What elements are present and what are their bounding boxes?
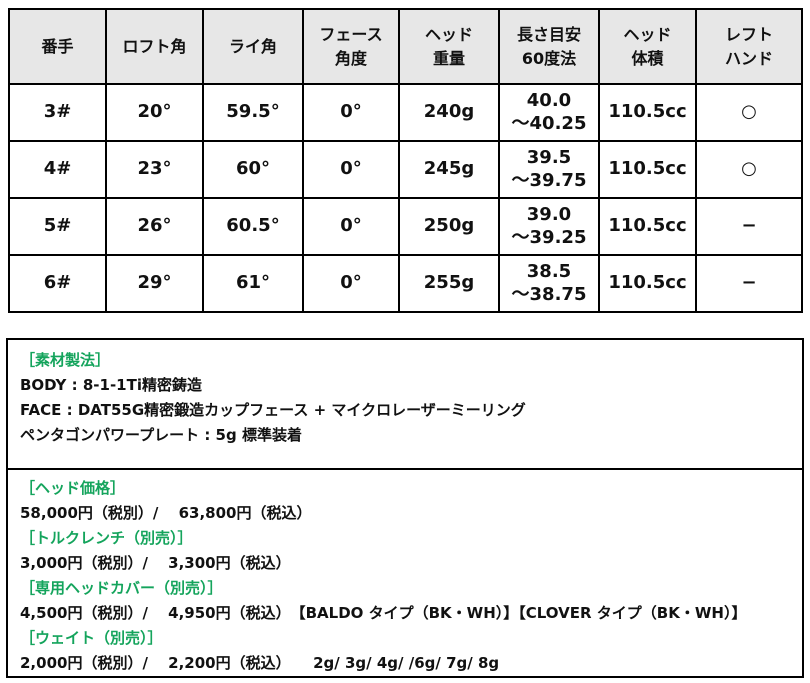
cell-head-volume: 110.5cc — [598, 140, 697, 199]
cell-face-angle: 0° — [302, 140, 400, 199]
cell-lie: 60° — [202, 140, 304, 199]
torque-wrench-heading: ［トルクレンチ（別売）］ — [20, 529, 193, 547]
cell-left-hand-unavailable: − — [695, 197, 803, 256]
table-row-4i: 4# 23° 60° 0° 245g 39.5 ～39.75 110.5cc ○ — [8, 140, 803, 199]
cell-left-hand-unavailable: − — [695, 254, 803, 313]
torque-wrench-value: 3,000円（税別）/ 3,300円（税込） — [20, 554, 291, 572]
cell-length-range: 38.5 ～38.75 — [498, 254, 600, 313]
cell-club-number: 5# — [8, 197, 107, 256]
cell-face-angle: 0° — [302, 254, 400, 313]
headcover-heading: ［専用ヘッドカバー（別売）］ — [20, 579, 223, 597]
spec-table-body: 3# 20° 59.5° 0° 240g 40.0 ～40.25 110.5cc… — [8, 83, 803, 313]
table-row-3i: 3# 20° 59.5° 0° 240g 40.0 ～40.25 110.5cc… — [8, 83, 803, 142]
cell-loft: 20° — [105, 83, 204, 142]
details-box: ［素材製法］ BODY : 8-1-1Ti精密鋳造 FACE : DAT55G精… — [6, 338, 804, 678]
cell-head-volume: 110.5cc — [598, 197, 697, 256]
cell-lie: 60.5° — [202, 197, 304, 256]
club-spec-table: 番手 ロフト角 ライ角 フェース 角度 ヘッド 重量 長さ目安 60度法 ヘッド… — [8, 8, 803, 313]
header-head-weight: ヘッド 重量 — [398, 8, 500, 85]
header-club-number: 番手 — [8, 8, 107, 85]
cell-face-angle: 0° — [302, 197, 400, 256]
materials-heading: ［素材製法］ — [20, 351, 111, 369]
cell-loft: 23° — [105, 140, 204, 199]
cell-face-angle: 0° — [302, 83, 400, 142]
pricing-section: ［ヘッド価格］ 58,000円（税別）/ 63,800円（税込） ［トルクレンチ… — [8, 470, 802, 674]
header-length-guide: 長さ目安 60度法 — [498, 8, 600, 85]
spec-table-header: 番手 ロフト角 ライ角 フェース 角度 ヘッド 重量 長さ目安 60度法 ヘッド… — [8, 8, 803, 85]
cell-club-number: 4# — [8, 140, 107, 199]
cell-loft: 29° — [105, 254, 204, 313]
materials-face-line: FACE : DAT55G精密鍛造カップフェース + マイクロレーザーミーリング — [20, 401, 526, 419]
weight-heading: ［ウェイト（別売）］ — [20, 629, 163, 647]
cell-club-number: 6# — [8, 254, 107, 313]
cell-length-range: 39.0 ～39.25 — [498, 197, 600, 256]
header-row: 番手 ロフト角 ライ角 フェース 角度 ヘッド 重量 長さ目安 60度法 ヘッド… — [8, 8, 803, 85]
cell-head-weight: 255g — [398, 254, 500, 313]
header-face-angle: フェース 角度 — [302, 8, 400, 85]
cell-loft: 26° — [105, 197, 204, 256]
cell-club-number: 3# — [8, 83, 107, 142]
cell-left-hand-available: ○ — [695, 140, 803, 199]
cell-head-weight: 250g — [398, 197, 500, 256]
head-price-heading: ［ヘッド価格］ — [20, 479, 126, 497]
cell-head-volume: 110.5cc — [598, 83, 697, 142]
header-left-hand: レフト ハンド — [695, 8, 803, 85]
table-row-5i: 5# 26° 60.5° 0° 250g 39.0 ～39.25 110.5cc… — [8, 197, 803, 256]
headcover-value: 4,500円（税別）/ 4,950円（税込） 【BALDO タイプ（BK・WH）… — [20, 604, 747, 622]
table-row-6i: 6# 29° 61° 0° 255g 38.5 ～38.75 110.5cc − — [8, 254, 803, 313]
header-head-volume: ヘッド 体積 — [598, 8, 697, 85]
cell-lie: 61° — [202, 254, 304, 313]
header-lie-angle: ライ角 — [202, 8, 304, 85]
cell-lie: 59.5° — [202, 83, 304, 142]
cell-head-volume: 110.5cc — [598, 254, 697, 313]
materials-plate-line: ペンタゴンパワープレート : 5g 標準装着 — [20, 426, 302, 444]
cell-length-range: 39.5 ～39.75 — [498, 140, 600, 199]
cell-head-weight: 240g — [398, 83, 500, 142]
cell-head-weight: 245g — [398, 140, 500, 199]
weight-value: 2,000円（税別）/ 2,200円（税込） 2g/ 3g/ 4g/ /6g/ … — [20, 654, 500, 672]
materials-section: ［素材製法］ BODY : 8-1-1Ti精密鋳造 FACE : DAT55G精… — [8, 340, 802, 470]
header-loft-angle: ロフト角 — [105, 8, 204, 85]
head-price-value: 58,000円（税別）/ 63,800円（税込） — [20, 504, 312, 522]
cell-length-range: 40.0 ～40.25 — [498, 83, 600, 142]
cell-left-hand-available: ○ — [695, 83, 803, 142]
materials-body-line: BODY : 8-1-1Ti精密鋳造 — [20, 376, 202, 394]
